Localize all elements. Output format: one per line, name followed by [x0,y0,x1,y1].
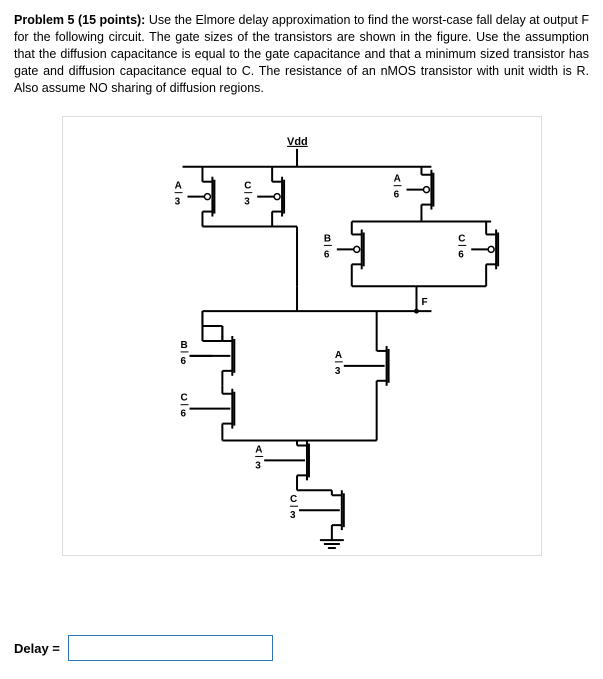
pmos-c-3: C 3 [244,167,284,227]
svg-text:6: 6 [180,356,186,367]
answer-label: Delay = [14,641,60,656]
svg-text:A: A [255,445,262,456]
nmos-b-6: B 6 [180,311,234,386]
svg-text:B: B [180,340,187,351]
svg-text:3: 3 [255,461,261,472]
svg-text:3: 3 [174,197,180,208]
svg-text:C: C [458,234,465,245]
nmos-c-6: C 6 [180,386,234,441]
pmos-a-6: A 6 [393,167,433,222]
pmos-c-6: C 6 [458,222,498,287]
svg-text:A: A [393,174,400,185]
pmos-a-3: A 3 [174,167,214,227]
output-label: F [421,298,427,309]
nmos-a-3-right: A 3 [334,346,388,441]
svg-text:C: C [244,181,251,192]
svg-text:6: 6 [323,250,329,261]
svg-text:3: 3 [290,511,296,522]
answer-row: Delay = [14,635,273,661]
pmos-b-6: B 6 [323,222,363,287]
svg-text:C: C [180,393,187,404]
svg-text:A: A [174,181,181,192]
svg-text:6: 6 [393,190,399,201]
vdd-label: Vdd [287,136,308,148]
nmos-c-3-bottom: C 3 [290,491,344,541]
svg-text:C: C [290,495,297,506]
svg-text:A: A [334,350,341,361]
problem-heading: Problem 5 (15 points): [14,13,145,27]
svg-text:3: 3 [334,366,340,377]
nmos-a-3-bottom: A 3 [255,441,309,491]
circuit-svg: Vdd A 3 C [63,117,541,555]
problem-statement: Problem 5 (15 points): Use the Elmore de… [14,12,589,96]
circuit-diagram: Vdd A 3 C [62,116,542,556]
svg-text:3: 3 [244,197,250,208]
delay-answer-input[interactable] [68,635,273,661]
svg-text:B: B [323,234,330,245]
svg-text:6: 6 [458,250,464,261]
svg-text:6: 6 [180,409,186,420]
